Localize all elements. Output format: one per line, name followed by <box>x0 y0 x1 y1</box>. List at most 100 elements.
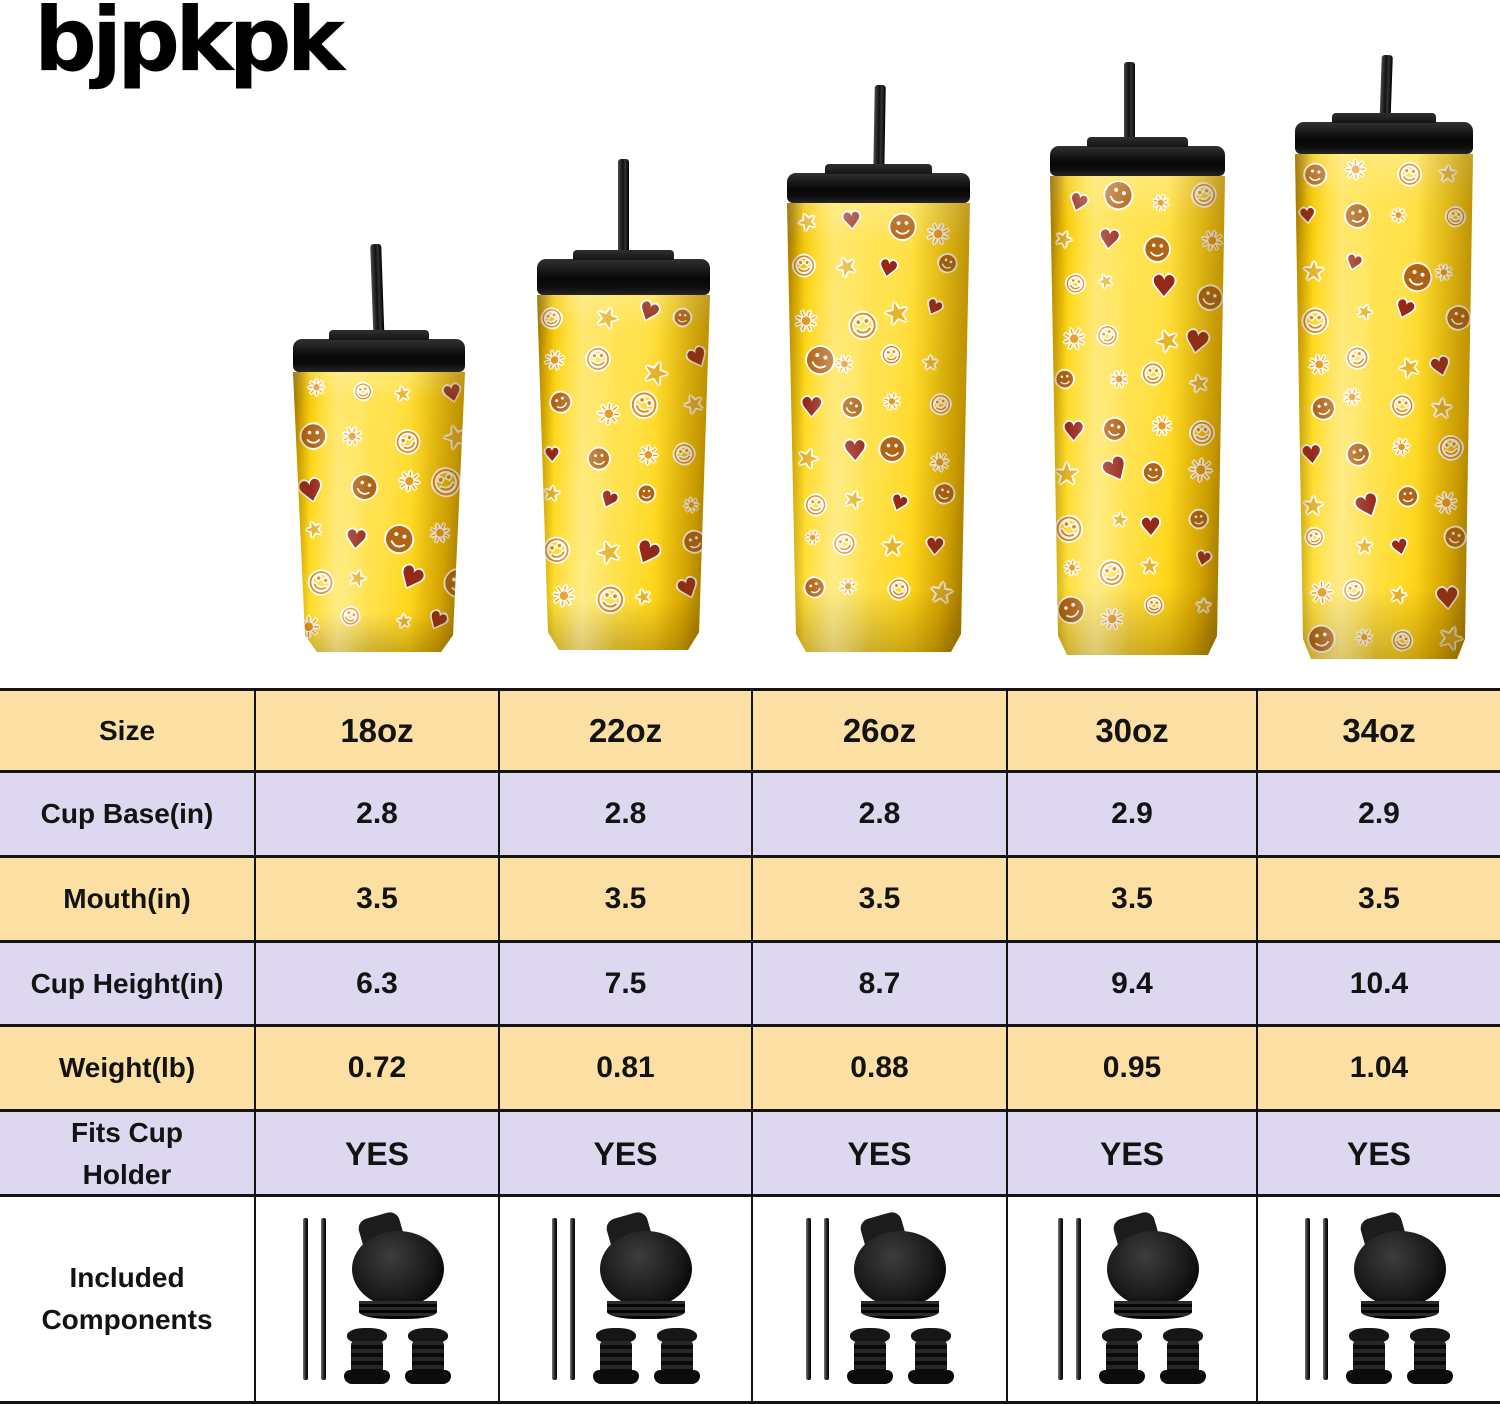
sun-icon: ☀ <box>878 387 906 418</box>
star-icon: ★ <box>1093 269 1118 295</box>
sun-icon: ☀ <box>336 419 367 454</box>
smiley-face-icon: ☺ <box>1050 508 1089 550</box>
sun-icon: ☀ <box>1343 155 1368 187</box>
spec-table: Size 18oz 22oz 26oz 30oz 34oz Cup Base(in) 2.8 2… <box>0 688 1500 1404</box>
smiley-dark-icon: ☻ <box>1191 279 1225 318</box>
heart-icon: ♥ <box>875 254 900 284</box>
smiley-dark-icon: ☻ <box>1439 522 1470 554</box>
tumbler-body: ★ ♥ ☻ ☀ ☺ ★ ♥ ☻ ☀ ☺ ★ ♥ ☻ ☀ ☺ ★ ♥ ☻ ☀ ☺ ★ ♥ ☻ ☀ ☺ ★ ♥ ☻ ☀ ☺ ★ ♥ ☻ ☀ ☺ ★ <box>787 203 970 652</box>
included-components-graphic <box>1258 1197 1500 1401</box>
cell-cup_base-0: 2.8 <box>256 773 500 855</box>
smiley-dark-icon: ☻ <box>877 434 907 467</box>
row-label-weight: Weight(lb) <box>0 1027 256 1109</box>
straw-stopper-icon <box>1346 1327 1392 1384</box>
smiley-dark-icon: ☻ <box>1096 176 1140 219</box>
row-label-fits: Fits Cup Holder <box>0 1112 256 1196</box>
cell-weight-1: 0.81 <box>500 1027 753 1109</box>
straw-stopper-icon <box>344 1327 390 1384</box>
heart-icon: ♥ <box>1096 449 1137 493</box>
star-icon: ★ <box>1301 256 1327 288</box>
cell-fits-1: YES <box>500 1112 753 1196</box>
cell-cup_height-1: 7.5 <box>500 943 753 1024</box>
smiley-dark-icon: ☻ <box>637 483 656 505</box>
star-icon: ★ <box>1109 507 1130 532</box>
heart-icon: ♥ <box>886 488 912 518</box>
heart-icon: ♥ <box>1426 350 1455 384</box>
smiley-dark-icon: ☻ <box>835 392 868 425</box>
cell-size-2: 26oz <box>753 691 1008 770</box>
heart-icon: ♥ <box>391 557 430 599</box>
star-icon: ★ <box>880 531 905 562</box>
heart-icon: ♥ <box>1192 546 1214 572</box>
cell-mouth-1: 3.5 <box>500 858 753 940</box>
star-icon: ★ <box>792 440 824 477</box>
sun-icon: ☀ <box>1056 319 1092 359</box>
smiley-face-icon: ☺ <box>1187 178 1220 213</box>
smiley-face-icon: ☺ <box>1395 159 1424 191</box>
sun-icon: ☀ <box>787 301 824 342</box>
smiley-face-icon: ☺ <box>791 253 817 281</box>
sun-icon: ☀ <box>834 572 862 603</box>
straw-icon <box>618 159 629 273</box>
smiley-face-icon: ☺ <box>802 492 828 520</box>
sun-icon: ☀ <box>1061 554 1083 582</box>
included-components-graphic <box>753 1197 1006 1401</box>
sun-icon: ☀ <box>926 447 954 479</box>
flip-lid-icon <box>1353 1209 1446 1319</box>
smiley-face-icon: ☺ <box>1301 307 1330 339</box>
star-icon: ★ <box>540 479 563 507</box>
smiley-face-icon: ☺ <box>1339 576 1369 607</box>
tumbler-body: ☻ ☀ ☺ ★ ♥ ☻ ☀ ☺ ★ ♥ ☻ ☀ ☺ ★ ♥ ☻ ☀ ☺ ★ ♥ ☻ ☀ ☺ ★ ♥ ☻ ☀ ☺ ★ ♥ ☻ ☀ ☺ ★ ♥ ☻ ☀ ☺ ★ ♥… <box>1295 154 1473 659</box>
smiley-dark-icon: ☻ <box>1141 234 1173 268</box>
sun-icon: ☀ <box>1430 484 1463 523</box>
cell-cup_height-4: 10.4 <box>1349 966 1409 1000</box>
row-fits: Fits Cup Holder YES YES YES YES YES <box>0 1109 1500 1196</box>
sun-icon: ☀ <box>636 440 661 472</box>
metal-straws-icon <box>551 1218 575 1380</box>
smiley-face-icon: ☺ <box>1301 524 1328 552</box>
components-cell-3 <box>1008 1197 1258 1401</box>
star-icon: ★ <box>344 563 371 593</box>
smiley-face-icon: ☺ <box>539 532 576 570</box>
cell-mouth-0: 3.5 <box>256 858 500 940</box>
tumbler-34oz: ☻ ☀ ☺ ★ ♥ ☻ ☀ ☺ ★ ♥ ☻ ☀ ☺ ★ ♥ ☻ ☀ ☺ ★ ♥ ☻ ☀ ☺ ★ ♥ ☻ ☀ ☺ ★ ♥ ☻ ☀ ☺ ★ ♥ ☻ ☀ ☺ ★ ♥… <box>1295 54 1473 659</box>
smiley-dark-icon: ☻ <box>1342 437 1375 473</box>
smiley-dark-icon: ☻ <box>345 468 383 508</box>
sun-icon: ☀ <box>424 515 457 551</box>
cell-cup_base-2: 2.8 <box>753 773 1008 855</box>
smiley-face-icon: ☺ <box>1062 270 1088 298</box>
star-icon: ★ <box>927 573 957 611</box>
lid-icon <box>1050 137 1225 176</box>
cell-weight-3: 0.95 <box>1008 1027 1258 1109</box>
straw-stopper-icon <box>1160 1327 1206 1384</box>
heart-icon: ♥ <box>1297 204 1317 229</box>
straw-stopper-icon <box>1407 1327 1453 1384</box>
smiley-dark-icon: ☻ <box>800 572 830 604</box>
sun-icon: ☀ <box>1430 259 1456 288</box>
star-icon: ★ <box>678 386 710 421</box>
tumbler-lineup: bjpkpk ☀ ☺ ★ ♥ ☻ ☀ ☺ ★ ♥ ☻ ☀ ☺ ★ ♥ ☻ ☀ ☺ ★ ♥ ☻ ☀ ☺ ★ ♥ ☺ ★ ♥ ☻ ☀ ☺ ★ ♥… <box>0 0 1500 688</box>
smiley-face-icon: ☺ <box>1094 556 1130 594</box>
smiley-face-icon: ☺ <box>584 344 612 375</box>
star-icon: ★ <box>1437 161 1459 188</box>
star-icon: ★ <box>1053 456 1081 492</box>
flip-lid-icon <box>1106 1209 1199 1319</box>
metal-straws-icon <box>1058 1218 1081 1380</box>
star-icon: ★ <box>1149 320 1185 361</box>
brand-logo: bjpkpk <box>34 0 345 91</box>
smiley-dark-icon: ☻ <box>546 387 577 420</box>
straw-stopper-icon <box>846 1327 893 1384</box>
cell-weight-0: 0.72 <box>256 1027 500 1109</box>
tumbler-18oz: ☀ ☺ ★ ♥ ☻ ☀ ☺ ★ ♥ ☻ ☀ ☺ ★ ♥ ☻ ☀ ☺ ★ ♥ ☻ ☀ ☺ ★ ♥ <box>293 243 465 652</box>
heart-icon: ♥ <box>1181 322 1214 361</box>
sun-icon: ☀ <box>1307 575 1337 612</box>
sun-icon: ☀ <box>681 494 702 518</box>
sun-icon: ☀ <box>1389 204 1408 228</box>
tumbler-26oz: ★ ♥ ☻ ☀ ☺ ★ ♥ ☻ ☀ ☺ ★ ♥ ☻ ☀ ☺ ★ ♥ ☻ ☀ ☺ ★ ♥ ☻ ☀ ☺ ★ ♥ ☻ ☀ ☺ ★ ♥ ☻ ☀ ☺ ★ <box>787 84 970 652</box>
smiley-dark-icon: ☻ <box>1340 199 1374 235</box>
smiley-dark-icon: ☻ <box>888 210 918 245</box>
sun-icon: ☀ <box>537 342 571 379</box>
smiley-face-icon: ☺ <box>1435 431 1467 465</box>
smiley-face-icon: ☺ <box>538 305 566 334</box>
heart-icon: ♥ <box>1299 439 1324 471</box>
